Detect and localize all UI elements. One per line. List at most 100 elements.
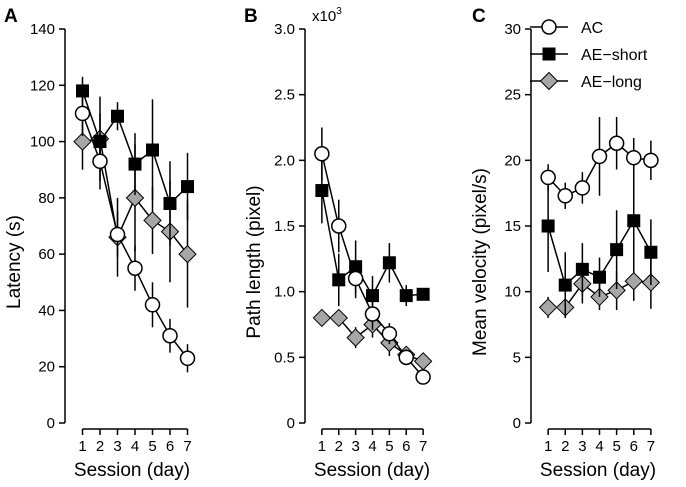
panel-c-point-ac <box>608 135 625 152</box>
panel-c-point-ae-short <box>593 270 606 284</box>
panel-a-x-tick-label: 2 <box>96 438 104 455</box>
panel-c-x-tick-label: 5 <box>612 438 620 455</box>
panel-c-point-ae-long <box>538 298 558 317</box>
panel-a-point-ae-long <box>178 244 197 264</box>
panel-c-point-ac <box>626 149 642 166</box>
panel-b-label: B <box>244 6 258 27</box>
panel-b-point-ae-short <box>382 256 396 270</box>
panel-c-y-tick-label: 15 <box>504 218 521 235</box>
panel-b-point-ac <box>331 218 347 234</box>
panel-b-series-layer <box>312 127 433 385</box>
panel-a: A Latency (s) Session (day) 0 20 40 60 80 100… <box>4 6 197 481</box>
panel-b-point-ae-short <box>332 273 346 287</box>
panel-b-series-ae-short <box>315 157 430 316</box>
panel-c-x-tick-label: 4 <box>595 438 603 455</box>
panel-c-point-ae-short <box>610 243 624 257</box>
panel-b-point-ac <box>347 270 364 287</box>
panel-b-x-tick-label: 6 <box>402 438 410 455</box>
panel-a-y-tick-label: 120 <box>30 77 55 94</box>
panel-a-x-tick-label: 4 <box>131 438 139 455</box>
panel-c-series-ac <box>540 116 659 209</box>
panel-c-x-tick-label: 7 <box>647 438 655 455</box>
panel-b-point-ae-short <box>416 287 430 301</box>
panel-b-point-ac <box>415 369 431 385</box>
panel-a-series-layer <box>73 76 197 373</box>
panel-a-point-ac <box>179 350 196 367</box>
panel-b-point-ac <box>381 325 398 342</box>
panel-a-point-ae-long <box>143 211 162 230</box>
panel-b-point-ae-long <box>329 308 348 328</box>
panel-c-point-ae-short <box>627 214 641 228</box>
panel-b-axes: 0 0.5 1.0 1.5 2.0 2.5 3.0 1 2 3 4 5 6 7 <box>274 21 427 455</box>
panel-a-point-ac <box>74 105 91 122</box>
panel-c-label: C <box>472 6 486 27</box>
panel-a-series-ac <box>74 90 196 373</box>
panel-c-point-ae-long <box>607 281 626 300</box>
panel-a-y-axis-title: Latency (s) <box>4 215 25 309</box>
panel-b-y-tick-label: 0.5 <box>274 349 295 366</box>
panel-a-axes: 0 20 40 60 80 100 120 140 1 2 3 4 5 6 7 <box>30 21 192 455</box>
panel-a-label: A <box>4 6 18 27</box>
panel-b-x-tick-label: 2 <box>335 438 343 455</box>
legend: AC AE−short AE−long <box>530 19 648 91</box>
panel-a-y-tick-label: 20 <box>38 359 55 376</box>
legend-marker-ae-long <box>539 71 559 91</box>
panel-b-point-ac <box>364 306 381 322</box>
panel-a-point-ae-short <box>111 109 124 123</box>
panel-b-point-ae-long <box>312 308 332 328</box>
panel-b-point-ae-long <box>413 352 433 371</box>
panel-a-point-ac <box>109 226 126 243</box>
panel-b-y-tick-label: 1.0 <box>274 284 295 301</box>
panel-c-point-ae-short <box>541 219 555 233</box>
legend-marker-ae-short <box>542 47 556 61</box>
legend-label-ae-short: AE−short <box>581 47 648 64</box>
panel-a-point-ae-short <box>128 157 142 171</box>
panel-a-y-tick-label: 40 <box>38 302 55 319</box>
panel-c-point-ac <box>540 169 556 186</box>
panel-b-y-multiplier-exp: 3 <box>336 6 342 17</box>
panel-b-x-tick-label: 4 <box>368 438 376 455</box>
panel-a-y-tick-label: 140 <box>30 21 55 38</box>
panel-c-point-ae-short <box>575 262 589 276</box>
panel-a-point-ae-short <box>146 143 159 157</box>
panel-c-point-ac <box>574 180 591 196</box>
panel-b-x-tick-label: 5 <box>385 438 393 455</box>
panel-a-point-ae-short <box>181 180 194 194</box>
panel-c-point-ae-short <box>558 278 572 292</box>
panel-b: B x103 Path length (pixel) Session (day)… <box>244 6 433 481</box>
panel-a-x-tick-label: 6 <box>166 438 174 455</box>
panel-c-y-axis-title: Mean velocity (pixel/s) <box>470 168 491 356</box>
panel-c-x-tick-label: 1 <box>544 438 552 455</box>
panel-b-series-ac <box>314 127 431 385</box>
panel-a-y-tick-label: 0 <box>47 415 55 432</box>
panel-c-point-ac <box>591 148 608 165</box>
panel-a-y-tick-label: 80 <box>38 190 55 207</box>
panel-a-x-tick-label: 1 <box>78 438 86 455</box>
panel-b-y-tick-label: 2.5 <box>274 87 295 104</box>
panel-c-y-tick-label: 5 <box>513 349 521 366</box>
panel-a-y-tick-label: 60 <box>38 246 55 263</box>
panel-c-y-tick-label: 25 <box>504 87 521 104</box>
panel-c-series-ae-short <box>541 174 658 318</box>
panel-a-x-tick-label: 3 <box>113 438 121 455</box>
panel-c-point-ac <box>557 188 573 204</box>
panel-c-y-tick-label: 10 <box>504 284 521 301</box>
panel-b-x-axis-title: Session (day) <box>314 460 430 481</box>
panel-c-y-tick-label: 0 <box>513 415 521 432</box>
panel-a-point-ac <box>92 153 108 170</box>
panel-b-point-ae-short <box>399 289 413 303</box>
panel-c-point-ae-short <box>644 245 658 259</box>
panel-c-x-tick-label: 6 <box>630 438 638 455</box>
panel-a-x-tick-label: 5 <box>148 438 156 455</box>
panel-a-x-axis-title: Session (day) <box>74 460 190 481</box>
panel-b-x-tick-label: 1 <box>318 438 326 455</box>
panel-b-line-ac <box>321 153 424 378</box>
panel-b-x-tick-label: 7 <box>419 438 427 455</box>
panel-b-y-tick-label: 2.0 <box>274 152 295 169</box>
panel-b-point-ae-short <box>366 289 379 303</box>
legend-label-ac: AC <box>581 20 603 37</box>
panel-a-point-ac <box>162 328 178 344</box>
panel-c-point-ac <box>643 152 659 169</box>
